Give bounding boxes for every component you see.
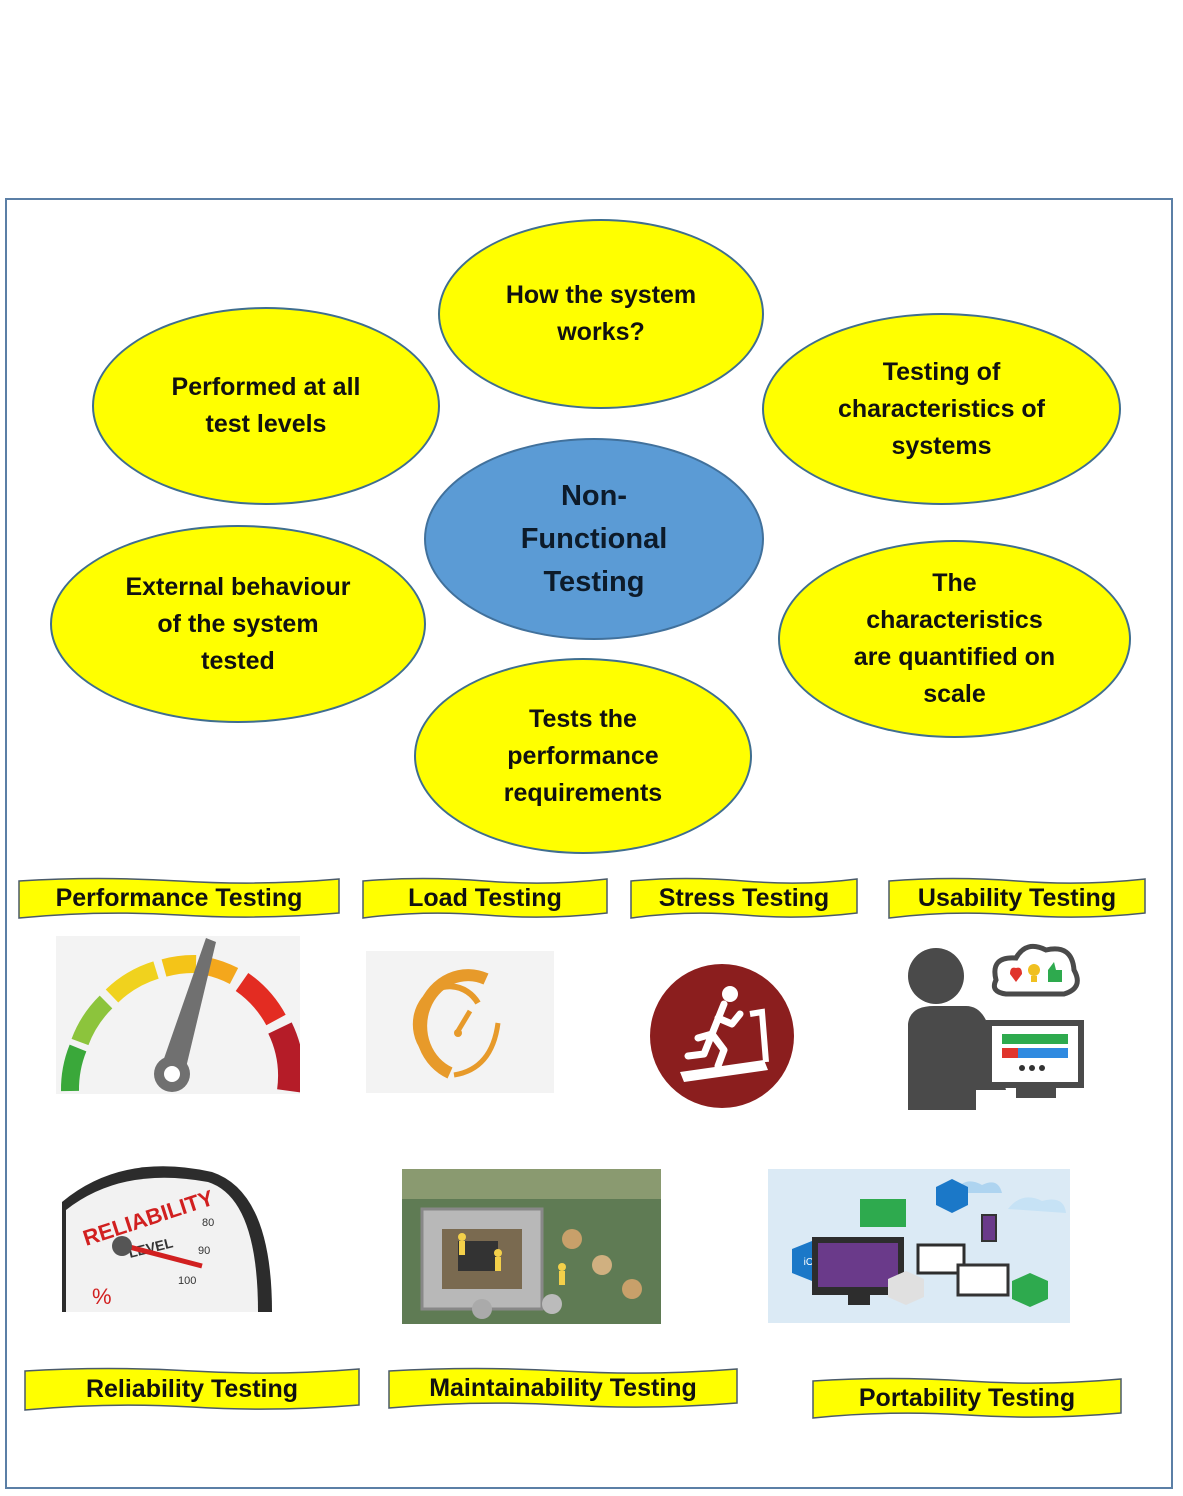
banner-label: Portability Testing	[858, 1383, 1076, 1412]
user-computer-feedback-icon	[906, 940, 1086, 1110]
bubble-external-behaviour: External behaviour of the system tested	[50, 525, 426, 723]
banner-load-testing: Load Testing	[362, 876, 608, 920]
banner-label: Usability Testing	[917, 883, 1117, 912]
banner-maintainability-testing: Maintainability Testing	[388, 1366, 738, 1410]
multi-platform-devices-icon: iOS	[768, 1169, 1070, 1323]
gauge-tick-label: 80	[202, 1217, 214, 1229]
banner-usability-testing: Usability Testing	[888, 876, 1146, 920]
gauge-percent-symbol: %	[92, 1284, 112, 1309]
bubble-performed-all-levels: Performed at all test levels	[92, 307, 440, 505]
banner-stress-testing: Stress Testing	[630, 876, 858, 920]
load-gauge-icon	[366, 951, 554, 1093]
banner-portability-testing: Portability Testing	[812, 1376, 1122, 1420]
banner-label: Stress Testing	[658, 883, 830, 912]
bubble-performance-requirements: Tests the performance requirements	[414, 658, 752, 854]
banner-label: Performance Testing	[55, 883, 303, 912]
bubble-characteristics-of-systems: Testing of characteristics of systems	[762, 313, 1121, 505]
banner-label: Maintainability Testing	[429, 1373, 697, 1402]
treadmill-runner-icon	[650, 964, 794, 1108]
gauge-tick-label: 100	[178, 1275, 196, 1287]
speedometer-gauge-icon	[56, 936, 300, 1094]
banner-performance-testing: Performance Testing	[18, 876, 340, 920]
circuit-board-workers-icon	[402, 1169, 661, 1324]
bubble-how-system-works: How the system works?	[438, 219, 764, 409]
bubble-quantified-on-scale: The characteristics are quantified on scale	[778, 540, 1131, 738]
reliability-level-gauge-icon: RELIABILITY LEVEL 80 90 100 %	[62, 1162, 272, 1312]
gauge-tick-label: 90	[198, 1245, 210, 1257]
banner-reliability-testing: Reliability Testing	[24, 1366, 360, 1412]
banner-label: Reliability Testing	[85, 1374, 299, 1403]
banner-label: Load Testing	[408, 883, 562, 912]
center-topic-non-functional-testing: Non- Functional Testing	[424, 438, 764, 640]
